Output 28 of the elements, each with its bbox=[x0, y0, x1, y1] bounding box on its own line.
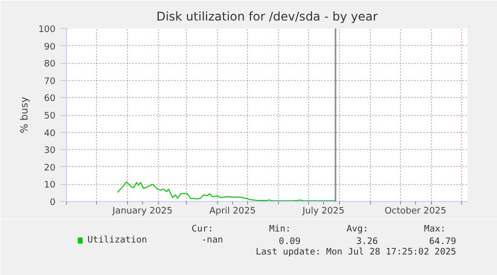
y-tick-label: 100 bbox=[38, 25, 56, 35]
line-series bbox=[117, 181, 336, 202]
x-tick-label: July 2025 bbox=[302, 206, 344, 216]
x-tick-label: April 2025 bbox=[209, 206, 256, 216]
text: 64.79 bbox=[429, 237, 456, 247]
text: Last update: Mon Jul 28 17:25:02 2025 bbox=[256, 248, 456, 258]
x-tick-label: October 2025 bbox=[384, 206, 446, 216]
text: Max: bbox=[424, 224, 446, 234]
y-axis-title: % busy bbox=[19, 96, 30, 134]
y-tick-label: 30 bbox=[44, 146, 56, 156]
text: -nan bbox=[201, 236, 224, 246]
y-tick-label: 10 bbox=[44, 180, 56, 191]
text: 3.26 bbox=[356, 237, 378, 247]
legend-label: Utilization bbox=[87, 236, 148, 246]
y-tick-label: 70 bbox=[44, 76, 56, 87]
y-tick-label: 80 bbox=[44, 60, 56, 70]
y-tick-label: 60 bbox=[44, 94, 56, 104]
text: Avg: bbox=[346, 224, 368, 234]
text: Cur: bbox=[192, 224, 214, 234]
y-tick-label: 0 bbox=[50, 198, 56, 208]
text: Min: bbox=[269, 224, 291, 234]
y-tick-label: 50 bbox=[44, 112, 56, 122]
y-tick-label: 40 bbox=[44, 128, 56, 139]
x-tick-label: January 2025 bbox=[112, 206, 172, 216]
y-tick-label: 90 bbox=[44, 42, 56, 52]
y-tick-label: 20 bbox=[44, 163, 56, 174]
chart-title: Disk utilization for /dev/sda - by year bbox=[156, 10, 378, 24]
text: 0.09 bbox=[278, 237, 300, 247]
